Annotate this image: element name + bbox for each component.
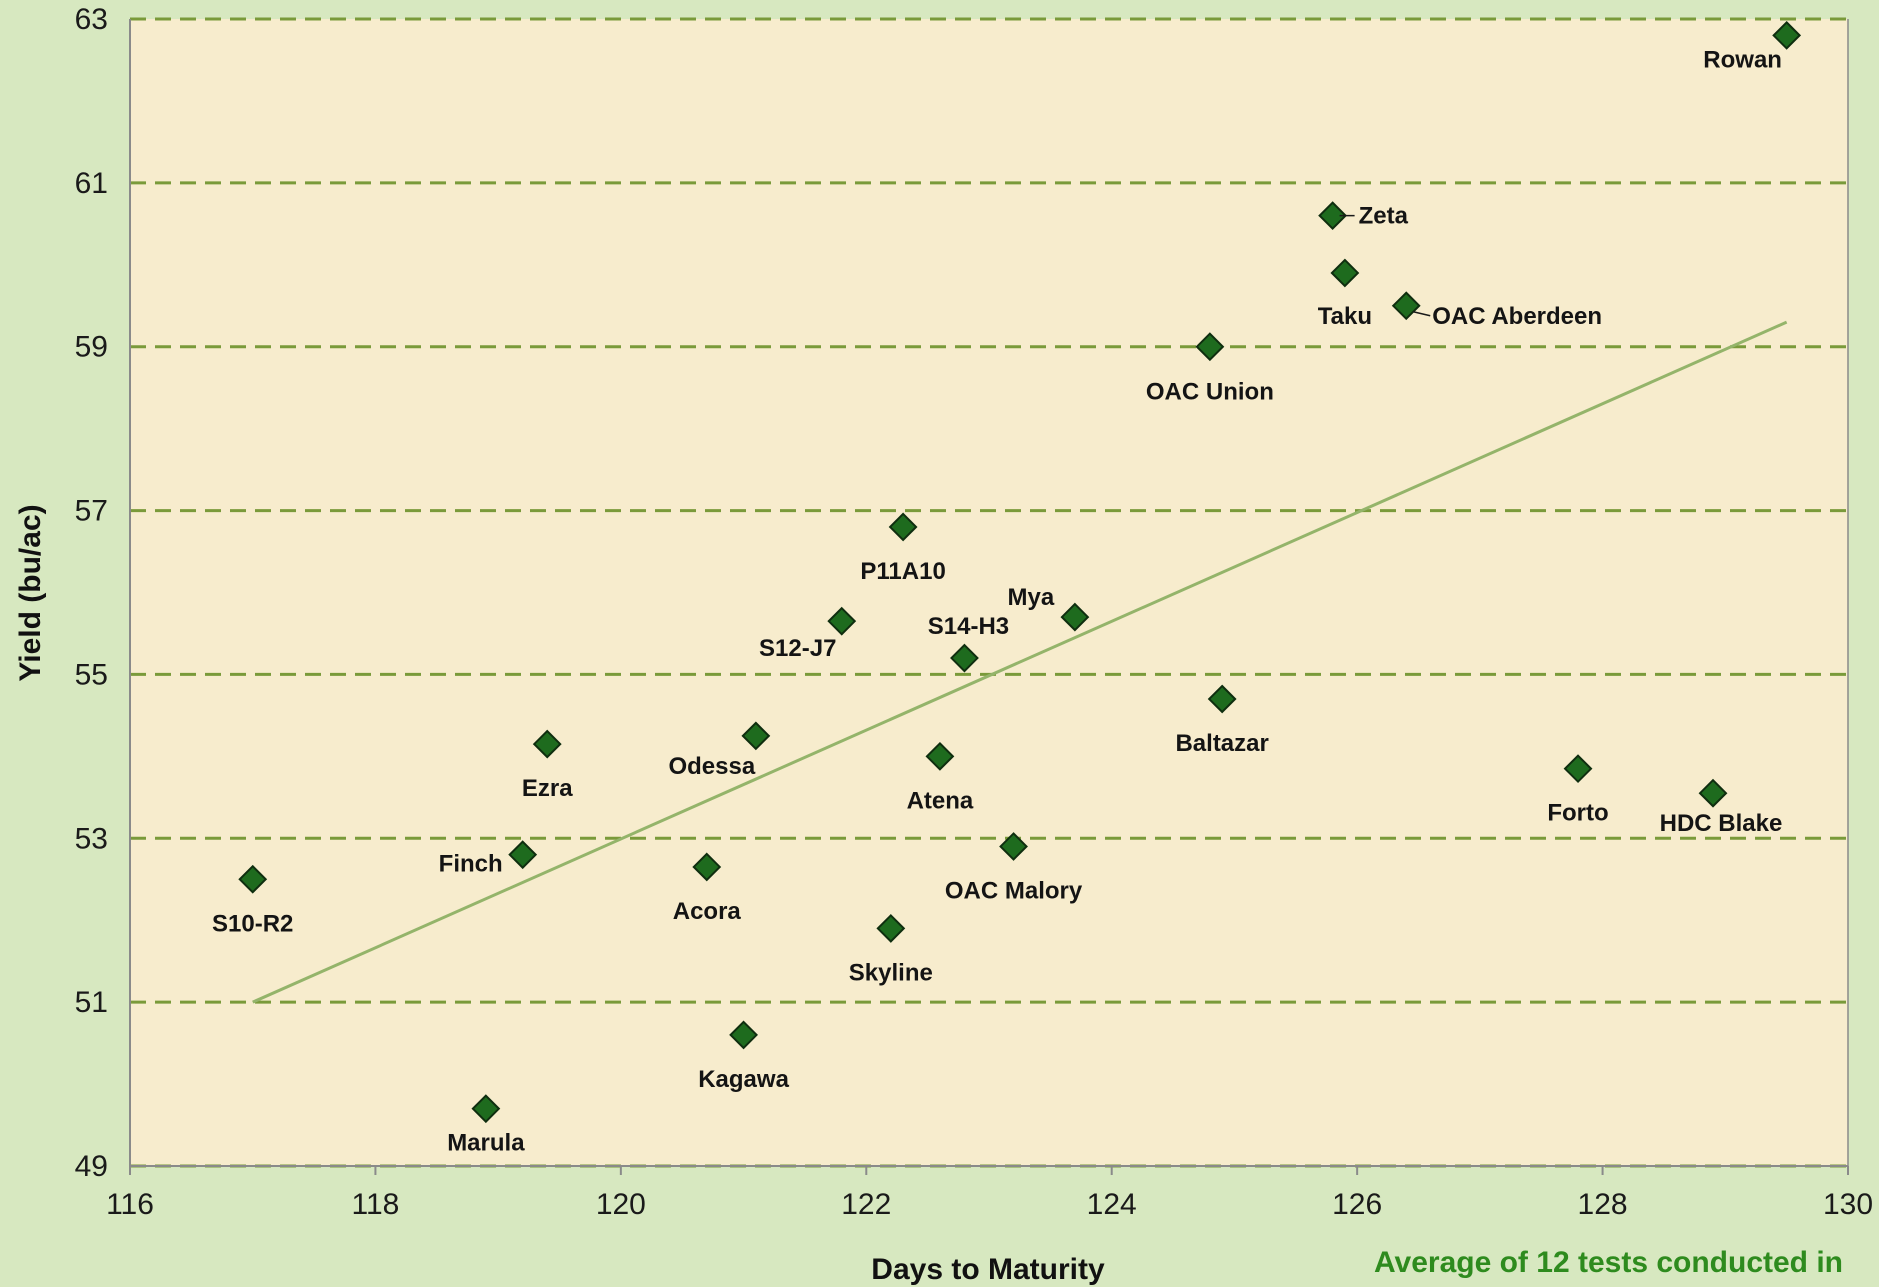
point-label: Marula	[447, 1130, 525, 1157]
point-label: Atena	[907, 787, 974, 814]
point-label: Forto	[1547, 800, 1608, 827]
data-point	[741, 721, 771, 751]
point-label: Rowan	[1703, 46, 1782, 73]
point-label: Zeta	[1359, 203, 1409, 230]
point-label: Skyline	[849, 959, 933, 986]
data-point	[1391, 291, 1421, 321]
point-label: P11A10	[860, 558, 945, 585]
data-point	[238, 864, 268, 894]
point-label: OAC Aberdeen	[1432, 303, 1602, 330]
x-tick-label: 116	[106, 1188, 154, 1221]
footnote: Average of 12 tests conducted in	[1374, 1246, 1843, 1279]
data-point	[827, 606, 857, 636]
data-point	[729, 1020, 758, 1050]
y-tick-label: 55	[75, 658, 108, 691]
data-point	[999, 832, 1028, 861]
point-label: Acora	[673, 898, 742, 925]
data-point	[1563, 754, 1593, 784]
data-point	[1318, 201, 1348, 231]
data-point	[1330, 258, 1360, 288]
point-label: S14-H3	[928, 613, 1009, 640]
point-label: Ezra	[522, 775, 573, 802]
data-points	[238, 20, 1802, 1124]
point-label: S12-J7	[759, 635, 836, 662]
point-labels: Rowan Zeta Taku OAC Aberdeen OAC Union P11A10…	[212, 46, 1782, 1156]
data-point	[876, 913, 906, 943]
trendline-layer	[252, 320, 1788, 1004]
data-point	[925, 741, 955, 771]
data-point	[888, 512, 918, 542]
data-point	[532, 729, 562, 759]
point-label: Baltazar	[1175, 730, 1268, 757]
y-tick-label: 51	[75, 986, 108, 1019]
x-tick-label: 126	[1332, 1188, 1382, 1221]
point-label: OAC Malory	[945, 877, 1083, 904]
y-tick-label: 63	[75, 3, 108, 36]
data-point	[471, 1094, 501, 1124]
x-tick-label: 120	[596, 1188, 646, 1221]
y-tick-label: 61	[75, 167, 108, 200]
axes: 49 51 53 55 57 59 61 63 116 118 120 122 124 126 128 130	[75, 3, 1873, 1221]
plot-area	[130, 19, 1848, 1166]
y-tick-label: 53	[75, 822, 108, 855]
data-point	[1195, 332, 1225, 362]
y-tick-label: 57	[75, 495, 108, 528]
point-label: Taku	[1318, 303, 1372, 330]
label-leader-line	[1413, 311, 1431, 317]
x-tick-label: 118	[352, 1188, 400, 1221]
point-label: Mya	[1008, 584, 1055, 611]
x-tick-label: 128	[1578, 1188, 1628, 1221]
y-tick-label: 49	[75, 1150, 108, 1183]
point-label: Kagawa	[698, 1066, 789, 1093]
x-tick-label: 130	[1823, 1188, 1873, 1221]
point-label: Odessa	[668, 753, 755, 780]
data-point	[1207, 684, 1237, 714]
data-point	[692, 852, 722, 882]
gridlines	[130, 17, 1848, 1168]
data-point	[950, 643, 979, 673]
data-point	[1698, 778, 1728, 808]
point-label: S10-R2	[212, 910, 293, 937]
point-label: OAC Union	[1146, 379, 1274, 406]
x-tick-label: 124	[1087, 1188, 1137, 1221]
point-label: Finch	[439, 851, 503, 878]
point-label: HDC Blake	[1660, 810, 1783, 837]
trendline	[252, 320, 1788, 1004]
x-axis-title: Days to Maturity	[871, 1253, 1105, 1286]
plot-background	[130, 19, 1848, 1166]
x-tick-label: 122	[841, 1188, 891, 1221]
data-point	[508, 840, 538, 870]
data-point	[1060, 602, 1090, 632]
data-point	[1772, 20, 1802, 50]
y-axis-title: Yield (bu/ac)	[14, 504, 47, 681]
y-tick-label: 59	[75, 331, 108, 364]
